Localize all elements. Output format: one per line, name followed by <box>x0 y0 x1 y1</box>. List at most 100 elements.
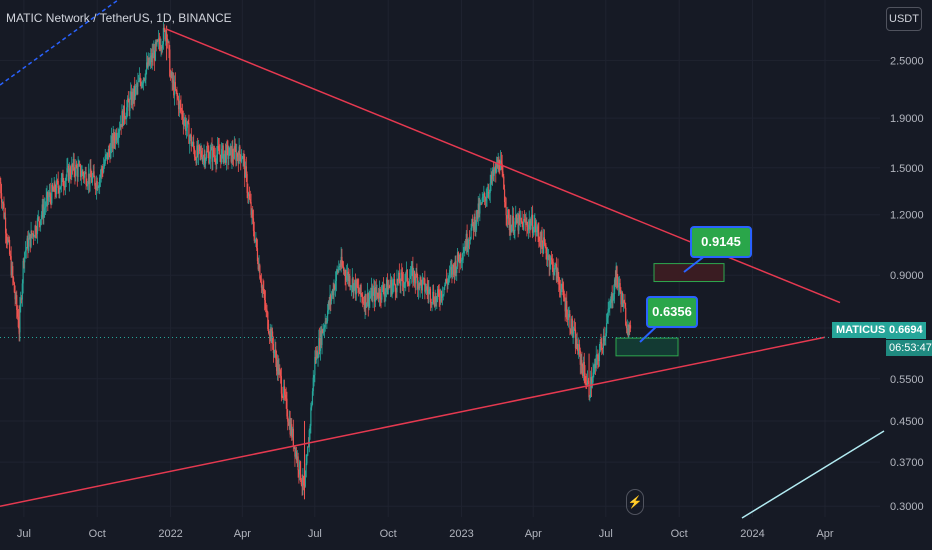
candle-body <box>304 477 306 487</box>
target-high-box <box>653 263 725 283</box>
candle-body <box>104 156 106 164</box>
candle-body <box>80 175 82 177</box>
candle-body <box>337 270 339 272</box>
candle-body <box>465 233 467 250</box>
candle-body <box>103 163 106 167</box>
candle-body <box>263 290 265 292</box>
candle-body <box>527 224 530 231</box>
candle-body <box>515 214 517 222</box>
candle-body <box>266 309 268 313</box>
candle-body <box>462 253 464 260</box>
candle-body <box>132 91 134 101</box>
price-tick-label: 2.5000 <box>890 55 924 67</box>
candle-body <box>433 291 435 303</box>
candle-body <box>585 382 587 384</box>
price-tick-label: 0.5500 <box>890 374 924 386</box>
candle-body <box>440 291 443 298</box>
candle-body <box>72 159 74 168</box>
candle-body <box>495 166 497 173</box>
candle-body <box>474 216 476 230</box>
candle-body <box>37 216 39 219</box>
candle-body <box>288 419 290 426</box>
trendline-resistance <box>166 28 841 304</box>
candle-body <box>56 180 58 182</box>
candle-body <box>341 256 343 266</box>
candle-body <box>489 183 491 193</box>
candle-body <box>236 153 239 157</box>
candle-body <box>306 455 308 464</box>
candle-body <box>107 149 110 160</box>
candle-body <box>244 166 247 178</box>
candle-body <box>488 192 491 194</box>
candle-body <box>185 127 188 131</box>
candle-body <box>220 149 223 163</box>
candle-body <box>233 146 235 159</box>
candle-body <box>188 123 190 144</box>
candle-body <box>600 341 602 344</box>
candle-body <box>571 318 573 334</box>
candle-body <box>40 215 43 220</box>
candle-body <box>95 181 98 190</box>
candle-body <box>535 221 537 233</box>
candle-body <box>216 154 218 164</box>
candle-body <box>208 151 210 164</box>
candle-body <box>513 231 515 233</box>
candle-body <box>492 169 495 176</box>
candle-body <box>117 137 119 139</box>
candle-body <box>265 308 267 310</box>
lightning-icon[interactable]: ⚡ <box>626 489 644 515</box>
candle-body <box>334 280 337 290</box>
candle-body <box>55 192 57 195</box>
candle-body <box>435 296 437 303</box>
candle-body <box>624 303 626 308</box>
candle-body <box>312 377 314 392</box>
candle-body <box>181 111 184 119</box>
candle-body <box>91 176 94 183</box>
candle-body <box>415 272 417 284</box>
candle-body <box>331 289 333 296</box>
candle-body <box>251 210 253 215</box>
candle-body <box>34 225 36 237</box>
candle-body <box>246 174 248 193</box>
candle-body <box>425 286 428 291</box>
candle-body <box>409 275 412 279</box>
candle-body <box>255 238 257 240</box>
candle-body <box>338 266 341 267</box>
candle-body <box>123 105 125 119</box>
candle-body <box>256 248 259 262</box>
candle-body <box>46 192 48 198</box>
candle-body <box>258 265 260 270</box>
candle-body <box>116 138 118 141</box>
candle-body <box>254 239 256 241</box>
candle-body <box>89 168 91 184</box>
candle-body <box>78 164 80 166</box>
candle-body <box>429 288 431 290</box>
candle-body <box>225 145 227 163</box>
candle-body <box>420 277 422 281</box>
candle-body <box>219 154 221 155</box>
candle-body <box>423 278 425 280</box>
candle-body <box>85 172 87 185</box>
candle-body <box>119 124 121 130</box>
candle-body <box>189 137 191 144</box>
time-tick-label: Jul <box>308 528 322 540</box>
candle-body <box>177 98 180 110</box>
candle-body <box>205 158 207 164</box>
candle-body <box>470 228 472 239</box>
candle-body <box>160 47 162 50</box>
candle-body <box>413 271 416 281</box>
candle-body <box>224 150 226 155</box>
candle-body <box>145 70 147 80</box>
candle-body <box>488 191 490 194</box>
candle-body <box>67 166 70 182</box>
target-low-label: 0.6356 <box>646 296 698 328</box>
candle-body <box>64 180 66 188</box>
candle-body <box>29 234 31 247</box>
candle-body <box>520 218 522 222</box>
candle-body <box>317 356 319 359</box>
candle-body <box>549 263 551 267</box>
currency-button[interactable]: USDT <box>886 7 922 31</box>
candle-body <box>595 355 597 369</box>
candle-body <box>100 168 102 175</box>
